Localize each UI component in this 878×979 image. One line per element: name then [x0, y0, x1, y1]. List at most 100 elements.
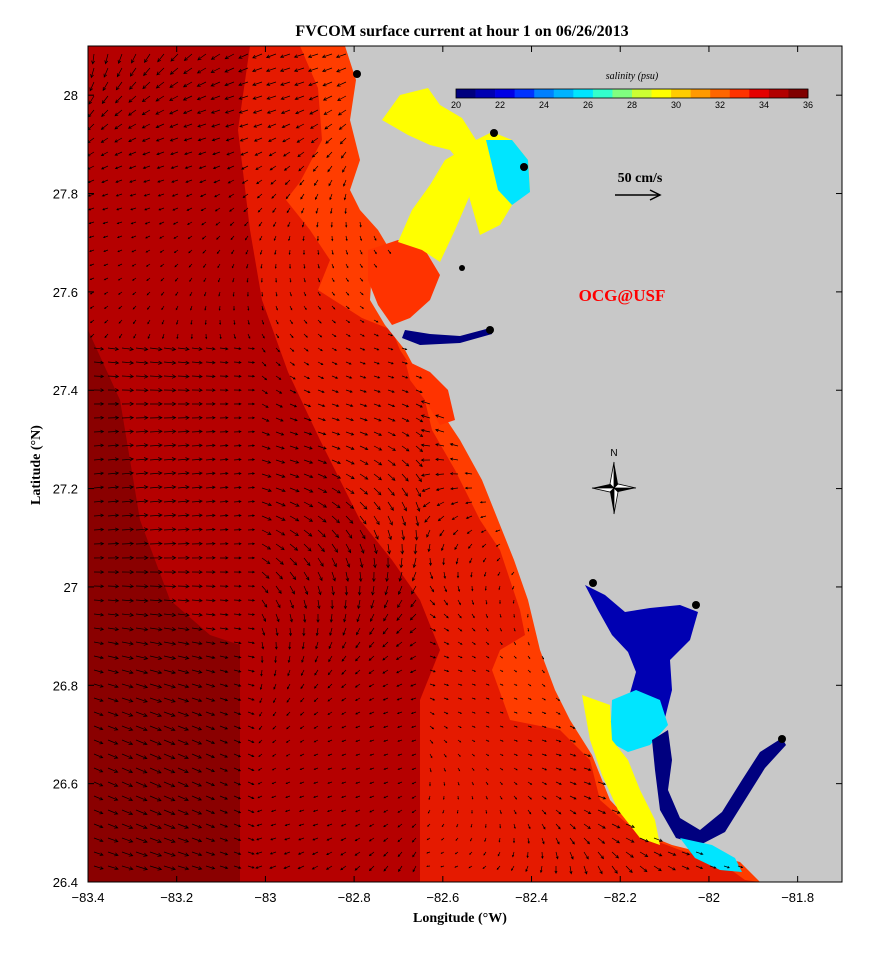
- current-vector: [93, 457, 105, 462]
- current-vector: [512, 585, 515, 590]
- current-vector: [341, 767, 347, 770]
- current-vector: [177, 753, 189, 759]
- current-vector: [163, 401, 177, 407]
- current-vector: [329, 627, 333, 637]
- current-vector: [107, 711, 119, 717]
- current-vector: [323, 109, 333, 115]
- current-vector: [396, 627, 403, 634]
- current-vector: [104, 305, 109, 309]
- current-vector: [345, 501, 355, 509]
- current-vector: [369, 627, 375, 635]
- current-vector: [147, 319, 151, 325]
- current-vector: [429, 613, 436, 619]
- current-vector: [387, 501, 394, 511]
- current-vector: [116, 207, 123, 211]
- current-vector: [116, 235, 123, 239]
- current-vector: [340, 865, 347, 871]
- current-vector: [155, 109, 165, 115]
- current-vector: [317, 445, 327, 450]
- current-vector: [410, 711, 417, 715]
- current-vector: [326, 851, 333, 856]
- current-vector: [373, 431, 383, 436]
- current-vector: [427, 823, 431, 827]
- current-vector: [205, 388, 216, 392]
- current-vector: [354, 865, 361, 871]
- current-vector: [359, 319, 365, 323]
- estero-bay: [680, 838, 742, 872]
- current-vector: [303, 291, 307, 297]
- current-vector: [219, 430, 229, 434]
- current-vector: [499, 627, 502, 632]
- current-vector: [107, 499, 120, 504]
- current-vector: [93, 415, 105, 420]
- current-vector: [310, 123, 319, 129]
- current-vector: [93, 471, 105, 476]
- current-vector: [429, 585, 435, 593]
- current-vector: [298, 165, 305, 172]
- current-vector: [345, 431, 355, 436]
- current-vector: [382, 683, 389, 687]
- current-vector: [435, 443, 445, 447]
- current-vector: [303, 417, 312, 422]
- current-vector: [471, 711, 476, 714]
- current-vector: [219, 655, 229, 659]
- current-vector: [382, 641, 389, 648]
- current-vector: [340, 151, 347, 159]
- current-vector: [121, 711, 134, 717]
- y-tick-label: 26.8: [53, 678, 78, 693]
- x-tick-label: −82.8: [338, 890, 371, 905]
- current-vector: [233, 528, 242, 532]
- current-vector: [449, 457, 459, 461]
- y-tick-label: 27.2: [53, 482, 78, 497]
- current-vector: [499, 641, 503, 645]
- current-vector: [196, 81, 207, 87]
- current-vector: [541, 781, 548, 785]
- current-vector: [219, 542, 229, 546]
- current-vector: [149, 655, 163, 661]
- current-vector: [301, 207, 305, 214]
- current-vector: [121, 598, 135, 603]
- current-vector: [441, 823, 445, 828]
- current-vector: [283, 851, 291, 855]
- current-vector: [420, 400, 431, 405]
- tampa-bay-upper: [382, 88, 530, 235]
- current-vector: [163, 753, 176, 760]
- current-vector: [258, 221, 263, 227]
- current-vector: [309, 109, 319, 115]
- current-vector: [163, 627, 177, 632]
- current-vector: [246, 277, 249, 283]
- current-vector: [197, 123, 207, 128]
- current-vector: [202, 249, 207, 254]
- current-vector: [135, 569, 149, 575]
- current-vector: [345, 375, 353, 379]
- current-vector: [569, 753, 577, 757]
- current-vector: [443, 571, 447, 580]
- current-vector: [341, 655, 347, 662]
- current-vector: [247, 444, 256, 447]
- river-point: [486, 326, 494, 334]
- current-vector: [499, 753, 504, 756]
- current-vector: [191, 415, 203, 420]
- current-vector: [219, 570, 229, 574]
- current-vector: [289, 375, 296, 380]
- current-vector: [387, 445, 396, 451]
- current-vector: [321, 67, 333, 73]
- current-vector: [169, 109, 179, 115]
- current-vector: [93, 711, 104, 717]
- current-vector: [464, 472, 473, 475]
- current-vector: [177, 669, 190, 675]
- current-vector: [247, 739, 255, 743]
- current-vector: [191, 570, 203, 575]
- current-vector: [157, 179, 165, 183]
- colorbar-swatch: [632, 89, 652, 98]
- current-vector: [171, 193, 179, 197]
- current-vector: [163, 499, 177, 504]
- current-vector: [231, 249, 235, 255]
- current-vector: [143, 67, 151, 77]
- current-vector: [443, 669, 450, 673]
- current-vector: [289, 557, 298, 566]
- current-vector: [191, 627, 203, 631]
- current-vector: [415, 375, 423, 379]
- current-vector: [269, 851, 277, 855]
- colorbar-tick-label: 30: [671, 100, 681, 110]
